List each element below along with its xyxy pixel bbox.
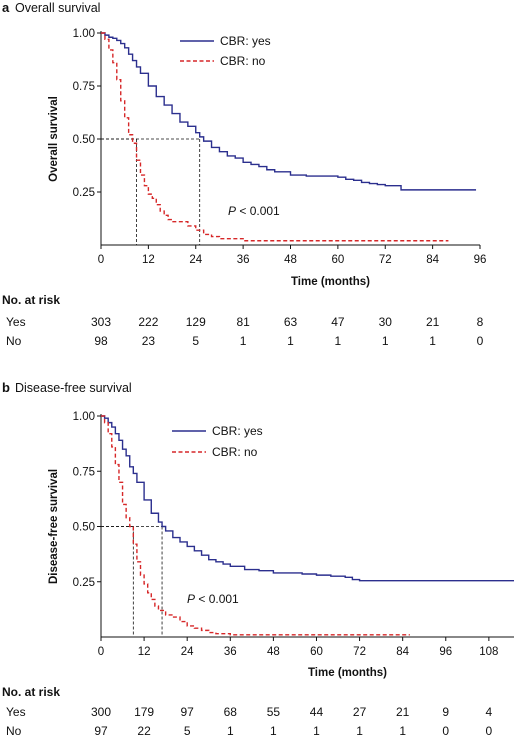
risk-value: 222 [138, 315, 158, 329]
p-value-symbol: P [187, 592, 195, 606]
legend-label: CBR: no [220, 54, 266, 68]
x-tick-label: 24 [189, 254, 202, 266]
x-tick-label: 48 [267, 646, 280, 658]
series-line-cbr-no [101, 415, 410, 636]
risk-value: 63 [284, 315, 298, 329]
risk-value: 98 [94, 334, 108, 348]
risk-value: 21 [426, 315, 440, 329]
risk-value: 97 [94, 724, 108, 738]
x-tick-label: 84 [426, 254, 439, 266]
risk-value: 303 [91, 315, 111, 329]
y-tick-label: 0.50 [73, 522, 95, 534]
risk-row-label: Yes [6, 705, 26, 719]
p-value-text: < 0.001 [195, 592, 239, 606]
risk-value: 5 [184, 724, 191, 738]
risk-value: 1 [313, 724, 320, 738]
risk-value: 1 [382, 334, 389, 348]
risk-value: 1 [270, 724, 277, 738]
y-tick-label: 0.75 [73, 81, 95, 93]
risk-table-title: No. at risk [2, 685, 60, 699]
series-line-cbr-yes [101, 415, 514, 582]
y-tick-label: 0.50 [73, 134, 95, 146]
x-tick-label: 36 [224, 646, 237, 658]
y-axis-title: Disease-free survival [48, 469, 60, 584]
x-tick-label: 96 [474, 254, 487, 266]
x-tick-label: 96 [439, 646, 452, 658]
series-line-cbr-yes [101, 32, 477, 191]
risk-value: 179 [134, 705, 154, 719]
x-tick-label: 60 [331, 254, 344, 266]
x-tick-label: 48 [284, 254, 297, 266]
risk-value: 1 [399, 724, 406, 738]
risk-value: 1 [335, 334, 342, 348]
legend-label: CBR: yes [212, 424, 263, 438]
risk-row-label: No [6, 334, 22, 348]
risk-value: 22 [137, 724, 151, 738]
risk-row-label: No [6, 724, 22, 738]
risk-value: 0 [442, 724, 449, 738]
panel-title: Disease-free survival [15, 381, 132, 395]
x-tick-label: 12 [142, 254, 155, 266]
legend-label: CBR: no [212, 445, 258, 459]
risk-value: 1 [429, 334, 436, 348]
risk-value: 44 [310, 705, 324, 719]
risk-value: 97 [181, 705, 195, 719]
risk-value: 1 [356, 724, 363, 738]
panel-title: Overall survival [15, 1, 100, 15]
risk-row-label: Yes [6, 315, 26, 329]
risk-value: 9 [442, 705, 449, 719]
p-value-symbol: P [228, 204, 236, 218]
x-tick-label: 72 [379, 254, 392, 266]
risk-value: 1 [227, 724, 234, 738]
y-tick-label: 0.75 [73, 466, 95, 478]
risk-value: 129 [186, 315, 206, 329]
y-tick-label: 1.00 [73, 411, 95, 423]
risk-value: 21 [396, 705, 410, 719]
x-tick-label: 60 [310, 646, 323, 658]
y-axis-title: Overall survival [48, 96, 60, 182]
series-line-cbr-no [101, 32, 449, 242]
x-axis-title: Time (months) [291, 276, 370, 288]
x-tick-label: 0 [98, 254, 104, 266]
risk-value: 5 [192, 334, 199, 348]
risk-value: 1 [287, 334, 294, 348]
p-value-annotation: P < 0.001 [228, 204, 280, 218]
risk-value: 27 [353, 705, 367, 719]
x-tick-label: 24 [181, 646, 194, 658]
p-value-text: < 0.001 [236, 204, 280, 218]
legend-label: CBR: yes [220, 34, 271, 48]
x-tick-label: 72 [353, 646, 366, 658]
x-tick-label: 84 [396, 646, 409, 658]
risk-value: 0 [477, 334, 484, 348]
chart-panel-a: a Overall survival 1.00 0.75 0.50 0.25 0 12 24 36… [2, 0, 486, 348]
risk-value: 300 [91, 705, 111, 719]
risk-value: 1 [240, 334, 247, 348]
x-tick-label: 12 [138, 646, 151, 658]
x-axis-title: Time (months) [308, 667, 387, 679]
panel-letter: b [2, 380, 10, 395]
risk-value: 47 [331, 315, 345, 329]
risk-value: 8 [477, 315, 484, 329]
x-tick-label: 36 [237, 254, 250, 266]
risk-value: 0 [486, 724, 493, 738]
risk-value: 68 [224, 705, 238, 719]
risk-value: 23 [142, 334, 156, 348]
y-tick-label: 0.25 [73, 187, 95, 199]
y-tick-label: 1.00 [73, 28, 95, 40]
risk-value: 4 [486, 705, 493, 719]
x-tick-label: 0 [98, 646, 104, 658]
y-tick-label: 0.25 [73, 577, 95, 589]
p-value-annotation: P < 0.001 [187, 592, 239, 606]
risk-table-title: No. at risk [2, 293, 60, 307]
risk-value: 81 [236, 315, 250, 329]
panel-letter: a [2, 0, 10, 15]
risk-value: 30 [379, 315, 393, 329]
chart-panel-b: b Disease-free survival 1.00 0.75 0.50 0.25 0 1… [2, 380, 514, 738]
risk-value: 55 [267, 705, 281, 719]
x-tick-label: 108 [479, 646, 498, 658]
